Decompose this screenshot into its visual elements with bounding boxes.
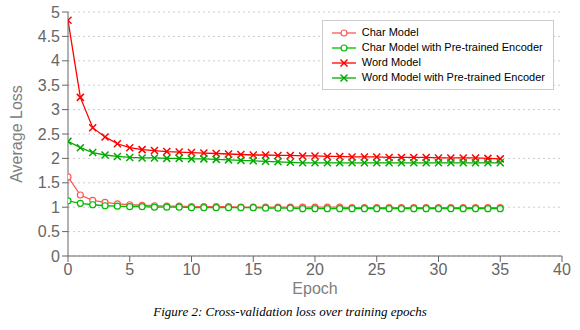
svg-text:10: 10 (183, 261, 201, 278)
svg-text:0.5: 0.5 (38, 223, 60, 240)
svg-text:1.5: 1.5 (38, 174, 60, 191)
svg-text:0: 0 (51, 248, 60, 265)
svg-text:35: 35 (491, 261, 509, 278)
html-text:Char Model with Pre-trained En: Char Model with Pre-trained Encoder (361, 41, 543, 53)
svg-text:5: 5 (125, 261, 134, 278)
svg-text:4.5: 4.5 (38, 28, 60, 45)
svg-text:30: 30 (430, 261, 448, 278)
svg-text:1: 1 (51, 199, 60, 216)
svg-text:15: 15 (244, 261, 262, 278)
html-text:Word Model: Word Model (361, 56, 421, 68)
svg-text:Epoch: Epoch (292, 280, 337, 297)
html-text:Word Model with Pre-trained En: Word Model with Pre-trained Encoder (361, 71, 545, 83)
svg-text:3: 3 (51, 101, 60, 118)
svg-text:25: 25 (368, 261, 386, 278)
svg-text:0: 0 (64, 261, 73, 278)
svg-text:4: 4 (51, 52, 60, 69)
svg-text:20: 20 (306, 261, 324, 278)
html-text:Figure 2: Cross-validation los: Figure 2: Cross-validation loss over tra… (153, 304, 427, 319)
html-text:Char Model: Char Model (361, 26, 419, 38)
svg-text:3.5: 3.5 (38, 77, 60, 94)
svg-text:5: 5 (51, 4, 60, 21)
svg-text:40: 40 (553, 261, 571, 278)
svg-text:2: 2 (51, 150, 60, 167)
svg-text:Average Loss: Average Loss (8, 85, 25, 183)
svg-text:2.5: 2.5 (38, 126, 60, 143)
